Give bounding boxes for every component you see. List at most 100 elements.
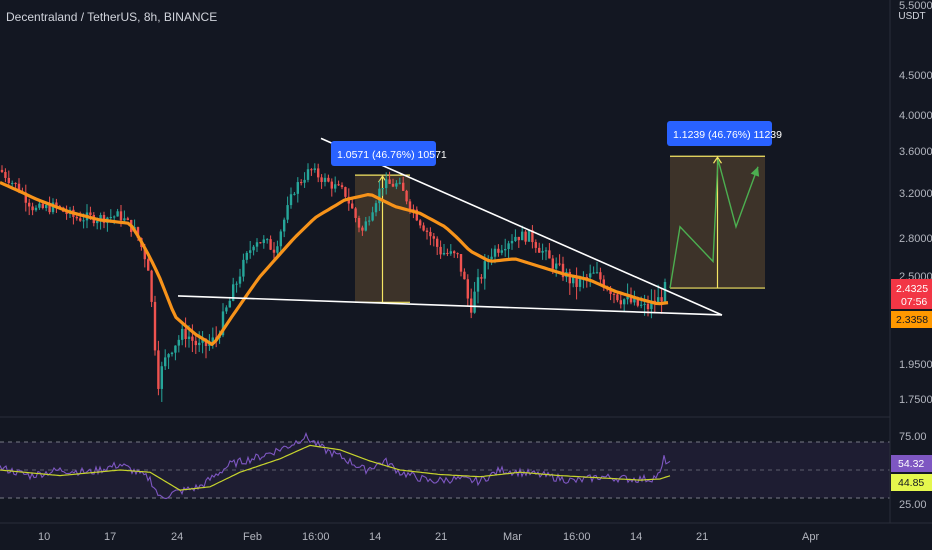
candle-body bbox=[609, 289, 612, 294]
candle-body bbox=[541, 250, 544, 253]
candle-body bbox=[510, 240, 514, 244]
symbol-title[interactable]: Decentraland / TetherUS, 8h, BINANCE bbox=[6, 10, 218, 24]
candle-body bbox=[0, 169, 4, 172]
trendline-2[interactable] bbox=[177, 295, 723, 316]
rsi-ma-value: 44.85 bbox=[898, 477, 924, 489]
candle-body bbox=[242, 259, 245, 277]
candle-body bbox=[568, 272, 571, 284]
candle-body bbox=[65, 211, 68, 215]
measure-label-1-bg bbox=[331, 141, 436, 166]
candle-body bbox=[561, 263, 565, 278]
candle-body bbox=[327, 177, 330, 182]
candle-body bbox=[521, 231, 524, 241]
candle-body bbox=[17, 183, 21, 192]
candle-body bbox=[89, 212, 92, 215]
candle-body bbox=[405, 190, 408, 202]
candle-body bbox=[153, 301, 157, 351]
candle-body bbox=[276, 246, 279, 253]
candle-body bbox=[286, 205, 289, 220]
projection-path[interactable] bbox=[669, 159, 759, 289]
candle-body bbox=[422, 225, 425, 231]
candle-body bbox=[374, 203, 378, 213]
rsi-value: 54.32 bbox=[898, 458, 924, 470]
measure-arrow-icon bbox=[713, 156, 722, 164]
candle-body bbox=[4, 171, 7, 178]
price-tick: 4.0000 bbox=[899, 110, 932, 122]
last-price-tag-bg bbox=[891, 279, 932, 309]
candle-body bbox=[170, 352, 174, 355]
candle-body bbox=[551, 258, 554, 269]
candle-body bbox=[558, 263, 561, 265]
moving-average-line bbox=[0, 181, 669, 346]
candle-body bbox=[191, 336, 194, 341]
candle-body bbox=[249, 250, 252, 253]
candle-body bbox=[391, 183, 395, 187]
candle-body bbox=[646, 303, 650, 310]
candle-body bbox=[79, 218, 82, 221]
candle-body bbox=[136, 227, 140, 239]
trendline-1[interactable] bbox=[320, 137, 723, 316]
candle-body bbox=[354, 208, 357, 218]
candle-body bbox=[150, 270, 153, 302]
candle-body bbox=[167, 354, 170, 358]
candle-body bbox=[293, 193, 296, 195]
time-tick: Feb bbox=[243, 531, 262, 543]
candle-body bbox=[340, 185, 344, 188]
candle-body bbox=[82, 220, 85, 222]
candle-body bbox=[119, 211, 123, 221]
candle-body bbox=[11, 182, 14, 184]
candle-body bbox=[7, 177, 10, 184]
candle-body bbox=[238, 276, 242, 284]
candle-body bbox=[446, 252, 449, 254]
price-tick: 4.5000 bbox=[899, 70, 932, 82]
candle-body bbox=[330, 181, 333, 189]
candle-body bbox=[640, 304, 643, 306]
measure-label-2-text: 1.1239 (46.76%) 11239 bbox=[673, 129, 782, 141]
candle-body bbox=[531, 230, 534, 243]
price-tick: 1.9500 bbox=[899, 359, 932, 371]
candle-body bbox=[313, 168, 316, 170]
candle-body bbox=[643, 303, 646, 305]
candle-body bbox=[28, 202, 31, 207]
candle-body bbox=[266, 239, 269, 241]
price-tick: 2.8000 bbox=[899, 233, 932, 245]
candle-body bbox=[599, 272, 602, 280]
candle-body bbox=[589, 273, 592, 278]
candle-body bbox=[279, 231, 282, 247]
time-tick: 16:00 bbox=[302, 531, 330, 543]
ma-price-value: 2.3358 bbox=[896, 314, 928, 326]
candle-body bbox=[555, 263, 558, 269]
candle-body bbox=[235, 283, 238, 285]
projection-arrowhead bbox=[750, 166, 760, 177]
candle-body bbox=[660, 297, 663, 302]
rsi-tick: 75.00 bbox=[899, 431, 927, 443]
candle-body bbox=[228, 300, 231, 308]
price-tick: 5.5000 bbox=[899, 0, 932, 12]
candle-body bbox=[527, 230, 531, 242]
candle-body bbox=[480, 277, 483, 279]
time-tick: 24 bbox=[171, 531, 183, 543]
candles bbox=[0, 163, 667, 402]
candle-body bbox=[395, 183, 398, 187]
candle-body bbox=[255, 242, 259, 247]
candle-body bbox=[650, 300, 653, 310]
candle-body bbox=[116, 211, 119, 217]
candle-body bbox=[232, 284, 235, 301]
candle-body bbox=[378, 188, 381, 204]
ma-price-tag-bg bbox=[891, 311, 932, 328]
measure-label-1[interactable]: 1.0571 (46.76%) 10571 bbox=[331, 141, 447, 166]
candle-body bbox=[55, 202, 58, 207]
measure-label-2-bg bbox=[667, 121, 772, 146]
candle-body bbox=[147, 259, 150, 271]
candle-body bbox=[201, 339, 204, 343]
candle-body bbox=[221, 311, 225, 336]
measure-label-2[interactable]: 1.1239 (46.76%) 11239 bbox=[667, 121, 782, 146]
candle-body bbox=[616, 294, 619, 301]
candle-body bbox=[157, 350, 160, 389]
candle-body bbox=[504, 248, 507, 251]
candle-body bbox=[456, 253, 459, 255]
currency-label[interactable]: USDT bbox=[898, 11, 926, 22]
measure-label-1-text: 1.0571 (46.76%) 10571 bbox=[337, 149, 447, 161]
